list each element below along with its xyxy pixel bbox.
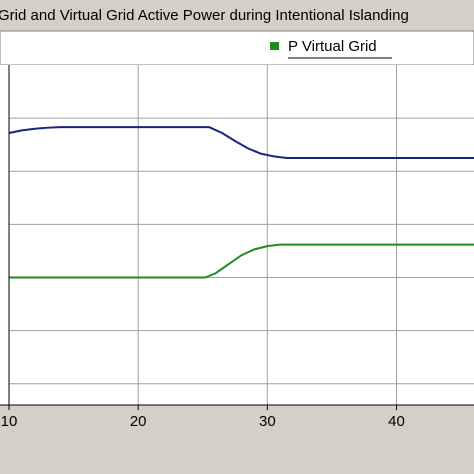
series-line	[8, 126, 474, 159]
legend-swatch	[270, 42, 279, 50]
x-tick-label: 30	[259, 413, 276, 430]
x-tick-label: 10	[1, 413, 18, 430]
legend-label: P Virtual Grid	[288, 38, 377, 55]
plot-area	[0, 65, 474, 405]
series-line	[9, 243, 474, 279]
chart-title: Grid and Virtual Grid Active Power durin…	[0, 7, 409, 24]
x-tick-label: 20	[130, 413, 147, 430]
legend-bar	[0, 30, 474, 66]
x-tick-label: 40	[388, 413, 405, 430]
